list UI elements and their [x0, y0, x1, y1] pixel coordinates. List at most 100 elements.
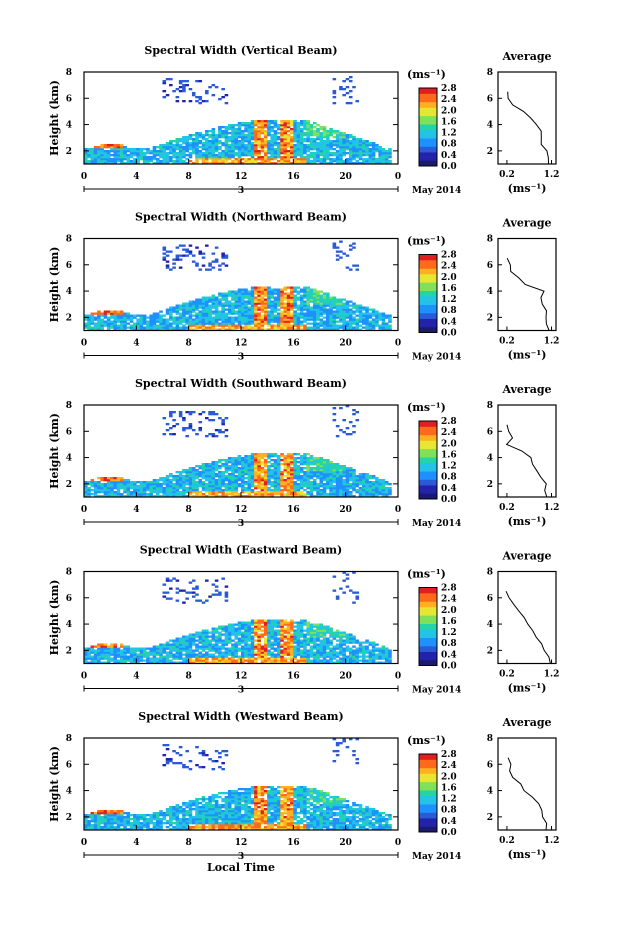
heatmap-cell: [254, 459, 258, 462]
heatmap-cell: [224, 631, 229, 634]
heatmap-cell: [146, 152, 150, 155]
heatmap-cell: [319, 473, 324, 476]
heatmap-cell: [231, 146, 235, 149]
heatmap-cell: [280, 322, 284, 325]
heatmap-cell: [290, 150, 294, 153]
heatmap-cell: [211, 306, 216, 309]
heatmap-cell: [254, 124, 258, 127]
heatmap-cell: [237, 495, 242, 498]
heatmap-cell: [316, 465, 320, 468]
heatmap-cell: [205, 417, 209, 420]
heatmap-cell: [303, 160, 307, 163]
heatmap-cell: [227, 322, 232, 325]
heatmap-cell: [214, 657, 219, 660]
heatmap-cell: [244, 469, 248, 472]
heatmap-cell: [388, 160, 392, 163]
heatmap-cell: [348, 90, 353, 93]
heatmap-cell: [257, 158, 261, 161]
y-tick-label: 4: [66, 287, 72, 297]
heatmap-cell: [87, 324, 91, 327]
heatmap-cell: [316, 483, 320, 486]
heatmap-cell: [345, 326, 350, 329]
heatmap-cell: [365, 154, 369, 157]
heatmap-cell: [309, 130, 314, 133]
heatmap-cell: [348, 80, 353, 83]
heatmap-cell: [296, 453, 301, 456]
heatmap-cell: [84, 156, 88, 159]
heatmap-cell: [276, 324, 281, 327]
heatmap-cell: [188, 647, 193, 650]
heatmap-cell: [280, 471, 284, 474]
heatmap-cell: [339, 320, 343, 323]
heatmap-cell: [195, 80, 199, 83]
heatmap-cell: [257, 128, 261, 131]
heatmap-cell: [290, 308, 294, 311]
heatmap-cell: [342, 314, 346, 317]
colorbar-segment: [419, 451, 437, 455]
heatmap-cell: [375, 314, 379, 317]
heatmap-cell: [188, 152, 193, 155]
heatmap-cell: [326, 483, 330, 486]
heatmap-cell: [296, 479, 301, 482]
heatmap-cell: [358, 162, 363, 165]
heatmap-cell: [312, 302, 317, 305]
heatmap-cell: [139, 314, 144, 317]
y-tick-label: 6: [66, 427, 72, 437]
heatmap-cell: [191, 260, 196, 263]
heatmap-cell: [368, 152, 373, 155]
heatmap-cell: [339, 302, 343, 305]
heatmap-cell: [296, 461, 301, 464]
heatmap-cell: [371, 481, 376, 484]
heatmap-cell: [257, 473, 261, 476]
date-label: May 2014: [412, 353, 461, 363]
heatmap-cell: [93, 493, 98, 496]
heatmap-cell: [221, 126, 225, 129]
heatmap-cell: [309, 124, 314, 127]
heatmap-cell: [250, 312, 255, 315]
heatmap-cell: [162, 318, 167, 321]
heatmap-cell: [257, 485, 261, 488]
heatmap-cell: [182, 487, 186, 490]
colorbar-segment: [419, 479, 437, 483]
heatmap-cell: [155, 491, 160, 494]
heatmap-cell: [355, 326, 360, 329]
heatmap-cell: [254, 132, 258, 135]
colorbar-tick-label: 1.6: [441, 117, 457, 127]
heatmap-cell: [205, 651, 209, 654]
heatmap-cell: [175, 310, 180, 313]
heatmap-cell: [208, 308, 212, 311]
heatmap-cell: [185, 328, 189, 331]
heatmap-cell: [362, 140, 366, 143]
heatmap-cell: [214, 316, 219, 319]
heatmap-cell: [178, 154, 183, 157]
heatmap-cell: [267, 152, 271, 155]
heatmap-cell: [205, 659, 209, 662]
heatmap-cell: [185, 489, 189, 492]
heatmap-cell: [221, 152, 225, 155]
heatmap-cell: [188, 314, 193, 317]
heatmap-cell: [260, 463, 265, 466]
heatmap-cell: [365, 306, 369, 309]
heatmap-cell: [234, 637, 239, 640]
heatmap-cell: [250, 288, 255, 291]
heatmap-cell: [237, 300, 242, 303]
heatmap-cell: [283, 455, 288, 458]
heatmap-cell: [234, 643, 239, 646]
heatmap-cell: [244, 122, 248, 125]
heatmap-cell: [309, 148, 314, 151]
heatmap-cell: [241, 298, 245, 301]
heatmap-cell: [254, 130, 258, 133]
heatmap-cell: [309, 290, 314, 293]
heatmap-cell: [345, 136, 350, 139]
heatmap-cell: [182, 635, 186, 638]
heatmap-cell: [348, 493, 353, 496]
heatmap-cell: [332, 328, 337, 331]
heatmap-cell: [247, 647, 252, 650]
heatmap-cell: [303, 318, 307, 321]
heatmap-cell: [195, 639, 199, 642]
heatmap-cell: [247, 649, 252, 652]
heatmap-cell: [257, 657, 261, 660]
heatmap-cell: [263, 146, 268, 149]
heatmap-cell: [309, 316, 314, 319]
heatmap-cell: [257, 302, 261, 305]
